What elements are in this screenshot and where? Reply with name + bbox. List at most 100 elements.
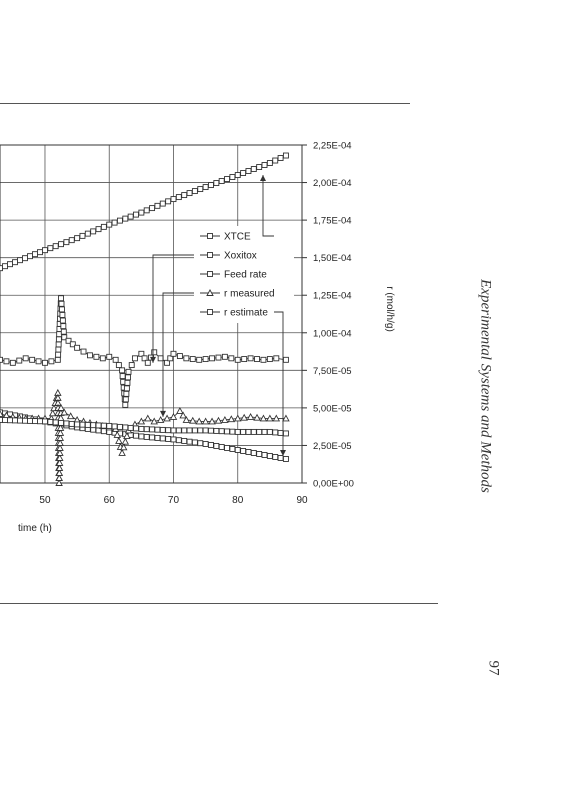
data-point xyxy=(186,427,193,434)
data-point xyxy=(124,379,131,386)
data-point xyxy=(224,444,230,451)
data-point xyxy=(266,160,273,166)
data-point xyxy=(55,464,64,471)
data-point xyxy=(55,454,64,461)
legend-label: XTCE xyxy=(224,232,251,243)
data-point xyxy=(154,434,161,441)
data-point xyxy=(163,414,171,422)
data-point xyxy=(176,353,183,360)
data-point xyxy=(35,358,42,365)
data-point xyxy=(141,355,148,362)
data-point xyxy=(256,451,263,457)
data-point xyxy=(191,427,198,434)
data-point xyxy=(234,447,241,453)
data-point xyxy=(138,209,145,216)
data-point xyxy=(55,469,64,476)
data-point xyxy=(202,184,209,191)
data-point xyxy=(121,437,130,445)
data-point xyxy=(95,226,102,233)
data-point xyxy=(282,456,289,462)
data-point xyxy=(59,317,66,324)
y-tick-label: 7,50E-05 xyxy=(313,366,352,377)
data-point xyxy=(79,232,86,239)
data-point xyxy=(80,348,87,355)
data-point xyxy=(229,174,236,180)
data-point xyxy=(240,170,247,176)
data-point xyxy=(56,439,64,446)
data-point xyxy=(149,426,156,433)
data-point xyxy=(245,449,252,455)
data-point xyxy=(47,245,54,252)
data-point xyxy=(143,426,150,433)
data-point xyxy=(122,396,129,403)
axes: 50 60 70 80 90 0,00E+00 2,50E-05 5,00E-05 7,50E-… xyxy=(0,141,354,506)
x-tick-label: 90 xyxy=(296,495,308,506)
data-point xyxy=(84,230,91,237)
series-r-estimate xyxy=(0,416,289,437)
data-point xyxy=(201,417,210,425)
data-point xyxy=(282,152,289,159)
data-point xyxy=(272,157,279,164)
data-point xyxy=(209,355,215,362)
data-point xyxy=(16,357,23,364)
data-point xyxy=(7,261,13,268)
data-point xyxy=(42,418,48,425)
data-point xyxy=(224,428,230,435)
data-point xyxy=(99,355,106,362)
data-point xyxy=(240,428,247,435)
data-point xyxy=(202,356,209,363)
data-point xyxy=(56,444,64,451)
data-point xyxy=(111,219,118,226)
series-feed-rate xyxy=(0,295,289,408)
data-point xyxy=(56,433,65,441)
data-point xyxy=(250,450,257,456)
data-point xyxy=(84,421,91,428)
legend-swatch-marker xyxy=(207,233,213,239)
data-point xyxy=(90,228,97,235)
data-point xyxy=(58,241,64,248)
data-point xyxy=(61,334,68,341)
data-point xyxy=(208,427,214,434)
data-point xyxy=(138,425,145,432)
data-point xyxy=(250,166,257,172)
data-point xyxy=(74,421,81,428)
data-point xyxy=(224,176,230,183)
data-point xyxy=(272,414,281,422)
data-point xyxy=(93,353,100,360)
data-point xyxy=(151,349,158,356)
data-point xyxy=(138,350,145,357)
data-point xyxy=(7,417,13,424)
data-point xyxy=(111,423,118,430)
data-point xyxy=(60,328,67,335)
data-point xyxy=(277,429,284,436)
legend-label: r measured xyxy=(224,289,275,300)
data-point xyxy=(189,356,196,363)
data-point xyxy=(0,356,3,363)
x-tick-label: 70 xyxy=(168,495,180,506)
data-point xyxy=(48,358,55,365)
legend-swatch-marker xyxy=(206,289,214,296)
data-point xyxy=(125,368,132,375)
data-point xyxy=(2,417,8,424)
data-point xyxy=(42,247,48,254)
data-point xyxy=(138,433,145,440)
legend-leader-arrowhead xyxy=(280,449,286,456)
data-point xyxy=(122,401,129,408)
data-point xyxy=(156,415,165,423)
data-point xyxy=(149,434,156,441)
data-point xyxy=(100,422,107,429)
data-point xyxy=(196,356,203,363)
data-point xyxy=(247,355,254,362)
data-point xyxy=(47,418,54,425)
x-axis-title: time (h) xyxy=(18,523,52,534)
data-point xyxy=(143,207,150,214)
data-point xyxy=(60,323,67,330)
data-point xyxy=(175,194,182,201)
x-tick-label: 80 xyxy=(232,495,244,506)
data-point xyxy=(218,443,225,450)
data-point xyxy=(189,416,197,424)
data-point xyxy=(122,215,129,222)
data-point xyxy=(118,449,126,456)
data-point xyxy=(183,355,190,362)
data-point xyxy=(197,427,204,434)
